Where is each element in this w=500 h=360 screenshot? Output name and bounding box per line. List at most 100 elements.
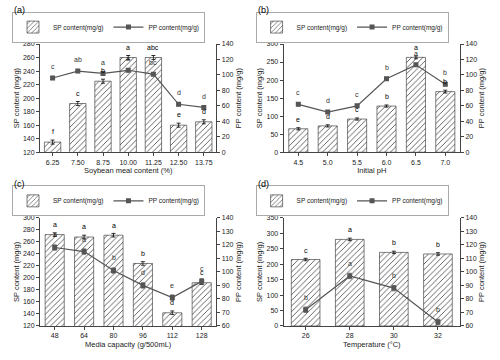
svg-text:100: 100 bbox=[222, 268, 234, 275]
svg-text:6.25: 6.25 bbox=[46, 159, 60, 166]
svg-text:40: 40 bbox=[465, 118, 473, 125]
svg-text:90: 90 bbox=[222, 282, 230, 289]
svg-text:260: 260 bbox=[23, 238, 35, 245]
svg-text:200: 200 bbox=[23, 95, 35, 102]
svg-text:a: a bbox=[53, 231, 57, 238]
svg-text:a: a bbox=[82, 223, 86, 230]
svg-text:d: d bbox=[326, 113, 330, 120]
svg-text:260: 260 bbox=[23, 54, 35, 61]
svg-text:a: a bbox=[348, 260, 352, 267]
svg-text:d: d bbox=[177, 89, 181, 96]
svg-text:26: 26 bbox=[302, 332, 310, 339]
svg-text:SP content (mg/g): SP content (mg/g) bbox=[12, 67, 21, 128]
svg-text:180: 180 bbox=[23, 286, 35, 293]
svg-text:abc: abc bbox=[147, 44, 159, 51]
svg-text:a: a bbox=[414, 44, 418, 51]
svg-text:13.75: 13.75 bbox=[195, 159, 213, 166]
svg-text:120: 120 bbox=[23, 322, 35, 329]
svg-text:160: 160 bbox=[23, 298, 35, 305]
svg-text:90: 90 bbox=[465, 282, 473, 289]
svg-text:a: a bbox=[82, 236, 86, 243]
svg-text:a: a bbox=[112, 222, 116, 229]
svg-text:c: c bbox=[304, 247, 308, 254]
svg-text:200: 200 bbox=[23, 274, 35, 281]
svg-text:120: 120 bbox=[222, 56, 234, 63]
svg-text:0: 0 bbox=[274, 149, 278, 156]
svg-text:20: 20 bbox=[222, 133, 230, 140]
svg-text:220: 220 bbox=[23, 81, 35, 88]
svg-text:7.50: 7.50 bbox=[71, 159, 85, 166]
svg-text:c: c bbox=[76, 90, 80, 97]
svg-text:0: 0 bbox=[274, 322, 278, 329]
svg-text:SP content (mg/g): SP content (mg/g) bbox=[255, 241, 264, 302]
svg-text:40: 40 bbox=[222, 118, 230, 125]
svg-text:e: e bbox=[296, 116, 300, 123]
svg-text:a: a bbox=[126, 55, 130, 62]
svg-text:SP content(mg/g): SP content(mg/g) bbox=[297, 24, 347, 32]
svg-text:4.5: 4.5 bbox=[293, 159, 303, 166]
svg-text:80: 80 bbox=[222, 87, 230, 94]
svg-text:50: 50 bbox=[270, 307, 278, 314]
svg-text:d: d bbox=[170, 299, 174, 306]
svg-text:c: c bbox=[296, 89, 300, 96]
svg-text:30: 30 bbox=[390, 332, 398, 339]
svg-text:200: 200 bbox=[267, 261, 279, 268]
svg-text:200: 200 bbox=[267, 77, 279, 84]
svg-text:180: 180 bbox=[23, 108, 35, 115]
svg-text:120: 120 bbox=[222, 241, 234, 248]
svg-text:PP content(mg/g): PP content(mg/g) bbox=[148, 197, 198, 205]
svg-text:28: 28 bbox=[346, 332, 354, 339]
svg-text:(c): (c) bbox=[14, 179, 25, 189]
svg-text:b: b bbox=[304, 294, 308, 301]
svg-text:0: 0 bbox=[222, 149, 226, 156]
svg-text:(b): (b) bbox=[258, 5, 269, 15]
svg-text:ab: ab bbox=[74, 56, 82, 63]
svg-text:80: 80 bbox=[465, 87, 473, 94]
svg-text:96: 96 bbox=[139, 332, 147, 339]
svg-text:160: 160 bbox=[23, 122, 35, 129]
svg-text:70: 70 bbox=[222, 309, 230, 316]
svg-text:150: 150 bbox=[267, 276, 279, 283]
svg-text:bc: bc bbox=[149, 59, 157, 66]
svg-text:240: 240 bbox=[23, 68, 35, 75]
svg-text:128: 128 bbox=[196, 332, 208, 339]
svg-text:140: 140 bbox=[23, 135, 35, 142]
svg-text:8.75: 8.75 bbox=[96, 159, 110, 166]
svg-text:48: 48 bbox=[51, 332, 59, 339]
svg-text:Media capacity (g/500mL): Media capacity (g/500mL) bbox=[85, 340, 172, 349]
svg-text:32: 32 bbox=[434, 332, 442, 339]
svg-text:280: 280 bbox=[23, 226, 35, 233]
svg-text:0: 0 bbox=[465, 149, 469, 156]
svg-text:b: b bbox=[443, 78, 447, 85]
svg-text:a: a bbox=[414, 50, 418, 57]
svg-text:(a): (a) bbox=[14, 5, 25, 15]
svg-text:110: 110 bbox=[465, 255, 476, 262]
svg-text:70: 70 bbox=[465, 309, 473, 316]
svg-text:Initial pH: Initial pH bbox=[357, 166, 386, 175]
svg-text:120: 120 bbox=[465, 241, 477, 248]
svg-text:6.5: 6.5 bbox=[411, 159, 421, 166]
svg-text:PP content(mg/g): PP content(mg/g) bbox=[392, 24, 442, 32]
svg-text:SP content(mg/g): SP content(mg/g) bbox=[53, 197, 103, 205]
svg-text:b: b bbox=[392, 239, 396, 246]
svg-text:b: b bbox=[101, 67, 105, 74]
svg-text:140: 140 bbox=[465, 214, 477, 221]
svg-text:a: a bbox=[348, 226, 352, 233]
svg-text:250: 250 bbox=[267, 58, 279, 65]
svg-text:(d): (d) bbox=[258, 179, 269, 189]
svg-text:80: 80 bbox=[110, 332, 118, 339]
svg-text:b: b bbox=[385, 93, 389, 100]
svg-text:112: 112 bbox=[167, 332, 178, 339]
svg-text:130: 130 bbox=[465, 228, 477, 235]
svg-text:c: c bbox=[200, 269, 204, 276]
svg-text:140: 140 bbox=[222, 214, 234, 221]
svg-text:220: 220 bbox=[23, 262, 35, 269]
svg-text:d: d bbox=[326, 97, 330, 104]
svg-text:100: 100 bbox=[465, 71, 477, 78]
svg-text:100: 100 bbox=[222, 71, 234, 78]
svg-text:80: 80 bbox=[222, 295, 230, 302]
svg-text:f: f bbox=[52, 128, 54, 135]
svg-text:5.5: 5.5 bbox=[352, 159, 362, 166]
svg-text:c: c bbox=[51, 63, 55, 70]
svg-text:a: a bbox=[101, 59, 105, 66]
